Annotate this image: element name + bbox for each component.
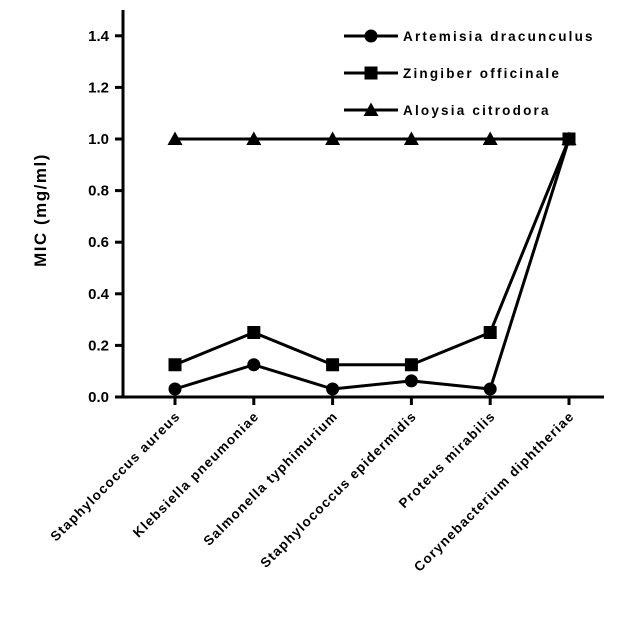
series-layer <box>167 131 577 396</box>
y-tick-label: 0.8 <box>88 183 109 200</box>
y-tick-label: 1.0 <box>88 131 109 148</box>
triangle-marker <box>363 102 379 116</box>
y-tick-label: 1.4 <box>88 28 110 45</box>
circle-marker <box>404 374 418 388</box>
series-zingiber-officinale <box>168 132 576 372</box>
triangle-marker <box>482 131 498 145</box>
square-marker <box>326 358 340 372</box>
series-aloysia-citrodora <box>167 131 577 145</box>
series-line <box>174 138 571 391</box>
legend: Artemisia dracunculus Zingiber officinale… <box>344 29 595 118</box>
circle-marker <box>483 382 497 396</box>
y-tick-label: 0.0 <box>88 389 109 406</box>
legend-label: Aloysia citrodora <box>403 103 551 118</box>
triangle-marker <box>246 131 262 145</box>
series-artemisia-dracunculus <box>168 132 576 396</box>
triangle-marker <box>561 131 577 145</box>
x-tick-label: Corynebacterium diphtheriae <box>411 409 577 575</box>
square-marker <box>483 326 497 339</box>
triangle-marker <box>403 131 419 145</box>
series-line <box>174 138 571 367</box>
y-tick-label: 1.2 <box>88 79 109 96</box>
square-marker <box>404 358 418 372</box>
square-marker <box>247 326 261 339</box>
y-axis: 0.0 0.2 0.4 0.6 0.8 1.0 1.2 1.4 <box>88 10 125 406</box>
square-marker <box>168 358 182 372</box>
triangle-marker <box>325 131 341 145</box>
legend-entry: Aloysia citrodora <box>344 102 551 118</box>
y-tick-label: 0.4 <box>88 286 110 303</box>
x-tick-label: Klebsiella pneumoniae <box>130 409 262 541</box>
square-marker <box>364 66 378 80</box>
circle-marker <box>247 358 261 372</box>
circle-marker <box>326 382 340 396</box>
triangle-marker <box>167 131 183 145</box>
legend-label: Zingiber officinale <box>403 66 561 81</box>
y-axis-title: MIC (mg/ml) <box>31 153 50 267</box>
legend-entry: Zingiber officinale <box>344 66 561 81</box>
circle-marker <box>364 29 378 43</box>
y-tick-label: 0.6 <box>88 234 109 251</box>
legend-entry: Artemisia dracunculus <box>344 29 595 44</box>
x-tick-label: Salmonella typhimurium <box>201 409 341 549</box>
circle-marker <box>168 382 182 396</box>
x-tick-label: Staphylococcus epidermidis <box>257 409 419 571</box>
legend-label: Artemisia dracunculus <box>403 29 595 44</box>
y-tick-label: 0.2 <box>88 337 109 354</box>
x-tick-label: Staphylococcus aureus <box>48 409 184 545</box>
